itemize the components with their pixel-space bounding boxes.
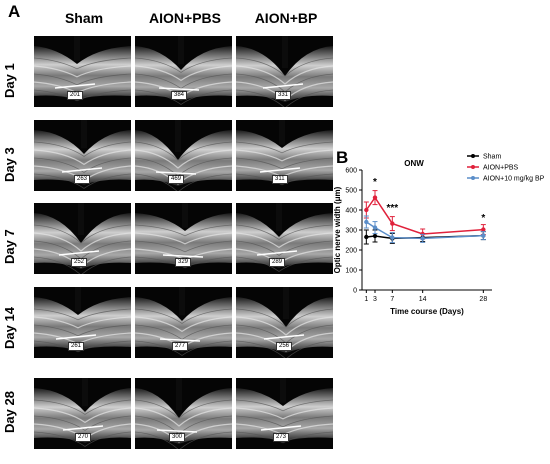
row-label-day-14: Day 14	[2, 307, 17, 349]
oct-measurement-label: 201	[67, 91, 84, 100]
column-header-aion-pbs: AION+PBS	[149, 10, 221, 26]
oct-image: 331	[236, 36, 333, 107]
oct-measurement-label: 252	[71, 258, 88, 267]
panel-a-letter: A	[8, 2, 21, 21]
oct-image: 469	[135, 120, 232, 191]
column-header-sham: Sham	[64, 10, 104, 26]
data-point	[372, 195, 378, 200]
legend-swatch-marker	[471, 154, 475, 158]
legend-label: AION+PBS	[483, 165, 519, 172]
data-point	[420, 236, 425, 241]
significance-marker: ***	[386, 203, 398, 214]
x-tick-label: 28	[479, 296, 487, 303]
data-point	[364, 234, 369, 240]
oct-measurement-label: 261	[68, 342, 85, 351]
oct-measurement-label: 331	[275, 91, 292, 100]
panel-b-letter: B	[336, 148, 349, 167]
oct-image: 270	[34, 378, 131, 449]
oct-measurement-label: 311	[272, 175, 288, 184]
data-point	[372, 233, 378, 239]
oct-image: 273	[236, 378, 333, 449]
y-tick-label: 300	[345, 228, 357, 235]
row-label-day-7: Day 7	[2, 229, 17, 265]
oct-measurement-label: 329	[175, 258, 192, 267]
x-tick-label: 7	[390, 296, 394, 303]
oct-measurement-label: 469	[168, 175, 185, 184]
oct-image: 263	[34, 120, 131, 191]
oct-image: 289	[236, 203, 333, 274]
onw-line-chart: ONW 0 100 200 300 400 500 600 1 3 7 14 28 Time course…	[333, 154, 545, 317]
oct-image: 311	[236, 120, 333, 191]
y-tick-label: 200	[345, 248, 357, 255]
x-axis-label: Time course (Days)	[390, 307, 464, 316]
data-point	[364, 207, 369, 213]
legend-label: Sham	[483, 154, 501, 161]
oct-image: 329	[135, 203, 232, 274]
significance-marker: *	[373, 177, 377, 188]
column-header-aion-bp: AION+BP	[254, 10, 318, 26]
oct-image: 252	[34, 203, 131, 274]
y-tick-label: 500	[345, 188, 357, 195]
oct-image: 261	[34, 287, 131, 358]
oct-measurement-label: 273	[273, 433, 290, 442]
significance-marker: *	[481, 213, 485, 224]
x-tick-label: 3	[373, 296, 377, 303]
oct-image: 277	[135, 287, 232, 358]
x-tick-label: 1	[364, 296, 368, 303]
data-point	[364, 219, 369, 225]
y-tick-label: 100	[345, 268, 357, 275]
oct-image: 201	[34, 36, 131, 107]
y-tick-label: 600	[345, 168, 357, 175]
data-point	[390, 235, 395, 240]
oct-measurement-label: 256	[276, 342, 293, 351]
oct-image: 384	[135, 36, 232, 107]
legend-swatch-marker	[471, 176, 475, 180]
chart-title: ONW	[404, 159, 424, 168]
data-point	[481, 227, 486, 232]
data-point	[390, 221, 395, 226]
oct-measurement-label: 270	[75, 433, 92, 442]
legend-swatch-marker	[471, 165, 475, 169]
oct-measurement-label: 300	[169, 433, 186, 442]
row-label-day-3: Day 3	[2, 147, 17, 183]
oct-measurement-label: 263	[74, 175, 91, 184]
row-label-day-28: Day 28	[2, 391, 17, 433]
oct-image: 256	[236, 287, 333, 358]
data-point	[372, 225, 378, 230]
data-point	[481, 233, 486, 238]
oct-measurement-label: 277	[172, 342, 189, 351]
oct-measurement-label: 289	[269, 258, 286, 267]
oct-image: 300	[135, 378, 232, 449]
y-tick-label: 400	[345, 208, 357, 215]
oct-measurement-label: 384	[171, 91, 188, 100]
row-label-day-1: Day 1	[2, 63, 17, 99]
x-tick-label: 14	[419, 296, 427, 303]
y-tick-label: 0	[353, 288, 357, 295]
y-axis-label: Optic nerve width (μm)	[333, 186, 342, 273]
legend-label: AION+10 mg/kg BP	[483, 176, 545, 183]
